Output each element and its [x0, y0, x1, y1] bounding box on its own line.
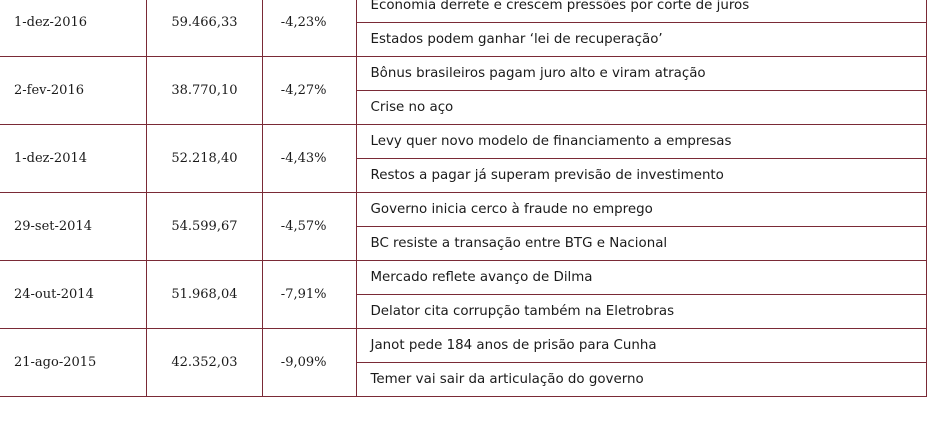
table-row: 1-dez-2014 52.218,40 -4,43% Levy quer no…	[0, 124, 927, 193]
market-drops-table: 1-dez-2016 59.466,33 -4,23% Economia der…	[0, 0, 927, 397]
date-cell: 21-ago-2015	[0, 328, 147, 397]
headline-cell: Governo inicia cerco à fraude no emprego	[356, 192, 927, 227]
table-row: Restos a pagar já superam previsão de in…	[0, 158, 927, 193]
headline-cell: Mercado reflete avanço de Dilma	[356, 260, 927, 295]
date-cell: 1-dez-2016	[0, 0, 147, 57]
change-cell: -4,43%	[262, 124, 357, 193]
headline-cell: Economia derrete e crescem pressões por …	[356, 0, 927, 23]
headline-cell: Temer vai sair da articulação do governo	[356, 362, 927, 397]
change-cell: -4,27%	[262, 56, 357, 125]
date-cell: 1-dez-2014	[0, 124, 147, 193]
table-row: 29-set-2014 54.599,67 -4,57% Governo ini…	[0, 192, 927, 261]
table-row: 2-fev-2016 38.770,10 -4,27% Bônus brasil…	[0, 56, 927, 125]
change-cell: -7,91%	[262, 260, 357, 329]
table-row: Temer vai sair da articulação do governo	[0, 362, 927, 397]
headline-cell: Janot pede 184 anos de prisão para Cunha	[356, 328, 927, 363]
headline-cell: Delator cita corrupção também na Eletrob…	[356, 294, 927, 329]
change-cell: -4,57%	[262, 192, 357, 261]
table-row: Delator cita corrupção também na Eletrob…	[0, 294, 927, 329]
headline-cell: Restos a pagar já superam previsão de in…	[356, 158, 927, 193]
date-cell: 2-fev-2016	[0, 56, 147, 125]
table-row: 1-dez-2016 59.466,33 -4,23% Economia der…	[0, 0, 927, 57]
headline-cell: Estados podem ganhar ‘lei de recuperação…	[356, 22, 927, 57]
headline-cell: Bônus brasileiros pagam juro alto e vira…	[356, 56, 927, 91]
table-row: 21-ago-2015 42.352,03 -9,09% Janot pede …	[0, 328, 927, 397]
index-value-cell: 59.466,33	[146, 0, 263, 57]
table-row: Crise no aço	[0, 90, 927, 125]
change-cell: -4,23%	[262, 0, 357, 57]
headline-cell: Crise no aço	[356, 90, 927, 125]
date-cell: 29-set-2014	[0, 192, 147, 261]
table-row: Estados podem ganhar ‘lei de recuperação…	[0, 22, 927, 57]
table-body: 1-dez-2016 59.466,33 -4,23% Economia der…	[0, 0, 927, 397]
date-cell: 24-out-2014	[0, 260, 147, 329]
index-value-cell: 52.218,40	[146, 124, 263, 193]
table-row: 24-out-2014 51.968,04 -7,91% Mercado ref…	[0, 260, 927, 329]
table-row: BC resiste a transação entre BTG e Nacio…	[0, 226, 927, 261]
change-cell: -9,09%	[262, 328, 357, 397]
headline-cell: Levy quer novo modelo de financiamento a…	[356, 124, 927, 159]
index-value-cell: 38.770,10	[146, 56, 263, 125]
index-value-cell: 54.599,67	[146, 192, 263, 261]
index-value-cell: 51.968,04	[146, 260, 263, 329]
headline-cell: BC resiste a transação entre BTG e Nacio…	[356, 226, 927, 261]
index-value-cell: 42.352,03	[146, 328, 263, 397]
